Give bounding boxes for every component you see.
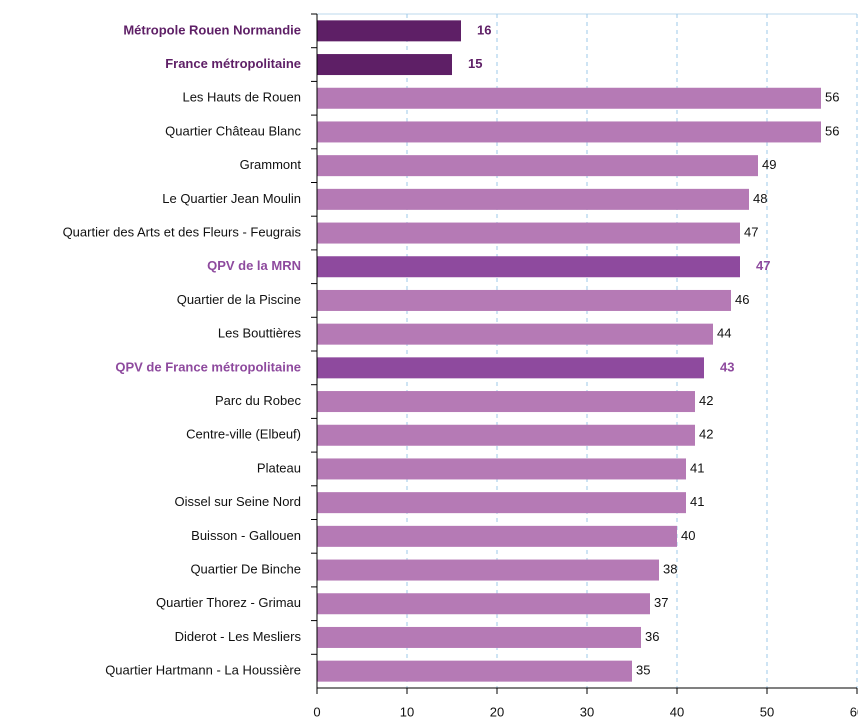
bar bbox=[317, 525, 677, 547]
category-label: QPV de France métropolitaine bbox=[115, 359, 301, 374]
value-label: 40 bbox=[681, 528, 695, 543]
x-tick-label: 40 bbox=[670, 704, 684, 719]
x-tick-label: 10 bbox=[400, 704, 414, 719]
value-label: 42 bbox=[699, 393, 713, 408]
x-tick-label: 0 bbox=[313, 704, 320, 719]
category-label: Plateau bbox=[257, 460, 301, 475]
value-label: 48 bbox=[753, 191, 767, 206]
category-label: Grammont bbox=[240, 157, 302, 172]
bar bbox=[317, 593, 650, 615]
value-label: 46 bbox=[735, 292, 749, 307]
value-label: 35 bbox=[636, 663, 650, 678]
category-label: Les Hauts de Rouen bbox=[182, 90, 301, 105]
value-label: 56 bbox=[825, 90, 839, 105]
category-label: Buisson - Gallouen bbox=[191, 528, 301, 543]
bar bbox=[317, 20, 461, 42]
category-label: Quartier Hartmann - La Houssière bbox=[105, 663, 301, 678]
category-label: Quartier des Arts et des Fleurs - Feugra… bbox=[63, 224, 302, 239]
value-label: 41 bbox=[690, 494, 704, 509]
bar bbox=[317, 424, 695, 446]
bar bbox=[317, 222, 740, 244]
bar bbox=[317, 492, 686, 514]
bar bbox=[317, 87, 821, 109]
bar bbox=[317, 660, 632, 682]
category-label: Diderot - Les Mesliers bbox=[175, 629, 302, 644]
value-label: 44 bbox=[717, 326, 731, 341]
bar bbox=[317, 289, 731, 311]
category-label: Les Bouttières bbox=[218, 326, 302, 341]
bar bbox=[317, 188, 749, 210]
bar bbox=[317, 54, 452, 76]
value-label: 43 bbox=[720, 359, 734, 374]
value-label: 47 bbox=[744, 224, 758, 239]
bar bbox=[317, 626, 641, 648]
x-tick-label: 60 bbox=[850, 704, 858, 719]
category-label: QPV de la MRN bbox=[207, 258, 301, 273]
bar bbox=[317, 391, 695, 413]
x-tick-label: 20 bbox=[490, 704, 504, 719]
category-label: Quartier Thorez - Grimau bbox=[156, 595, 301, 610]
value-label: 42 bbox=[699, 427, 713, 442]
value-label: 41 bbox=[690, 460, 704, 475]
value-label: 37 bbox=[654, 595, 668, 610]
bar bbox=[317, 559, 659, 581]
bar bbox=[317, 458, 686, 480]
category-label: France métropolitaine bbox=[165, 56, 301, 71]
category-label: Quartier Château Blanc bbox=[165, 123, 301, 138]
category-label: Parc du Robec bbox=[215, 393, 301, 408]
category-label: Le Quartier Jean Moulin bbox=[162, 191, 301, 206]
value-label: 16 bbox=[477, 22, 491, 37]
category-label: Métropole Rouen Normandie bbox=[123, 22, 301, 37]
value-label: 47 bbox=[756, 258, 770, 273]
bar bbox=[317, 357, 704, 379]
value-label: 36 bbox=[645, 629, 659, 644]
bar bbox=[317, 256, 740, 278]
value-label: 56 bbox=[825, 123, 839, 138]
value-label: 38 bbox=[663, 561, 677, 576]
category-label: Quartier De Binche bbox=[190, 561, 301, 576]
category-label: Oissel sur Seine Nord bbox=[175, 494, 301, 509]
value-label: 15 bbox=[468, 56, 482, 71]
value-label: 49 bbox=[762, 157, 776, 172]
category-label: Centre-ville (Elbeuf) bbox=[186, 427, 301, 442]
category-label: Quartier de la Piscine bbox=[177, 292, 301, 307]
bar bbox=[317, 121, 821, 143]
bar bbox=[317, 155, 758, 177]
x-tick-label: 30 bbox=[580, 704, 594, 719]
bar bbox=[317, 323, 713, 345]
x-tick-label: 50 bbox=[760, 704, 774, 719]
